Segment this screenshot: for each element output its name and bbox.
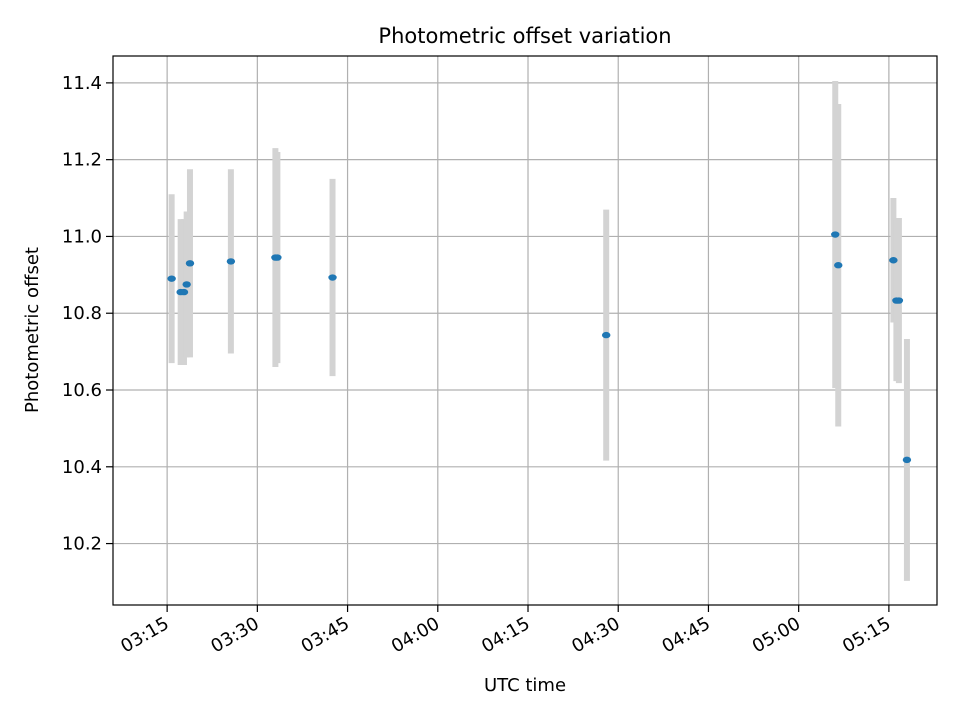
- y-tick-label: 10.2: [62, 534, 102, 555]
- y-tick-label: 10.4: [62, 457, 102, 478]
- data-point: [894, 297, 904, 304]
- y-tick-label: 10.6: [62, 380, 102, 401]
- data-point: [328, 274, 337, 281]
- data-point: [902, 456, 912, 464]
- y-axis-ticks: 10.2 10.4 10.6 10.8 11.0 11.2 11.4: [62, 73, 113, 555]
- data-point: [167, 275, 176, 282]
- data-point: [273, 254, 282, 261]
- y-tick-label: 11.2: [62, 150, 102, 171]
- y-tick-label: 10.8: [62, 303, 102, 324]
- data-point: [601, 331, 611, 339]
- grid: [113, 56, 937, 605]
- x-axis-label: UTC time: [484, 675, 566, 696]
- data-point: [889, 257, 898, 264]
- data-point: [834, 262, 843, 269]
- y-axis-label: Photometric offset: [22, 247, 43, 413]
- data-point: [179, 288, 189, 296]
- data-point: [182, 281, 191, 288]
- data-points: [167, 231, 912, 464]
- data-point: [226, 258, 236, 265]
- y-tick-label: 11.0: [62, 226, 102, 247]
- chart-title: Photometric offset variation: [378, 24, 671, 48]
- y-tick-label: 11.4: [62, 73, 102, 94]
- data-point: [185, 260, 195, 267]
- plot-frame: [112, 55, 938, 606]
- data-point: [831, 231, 840, 238]
